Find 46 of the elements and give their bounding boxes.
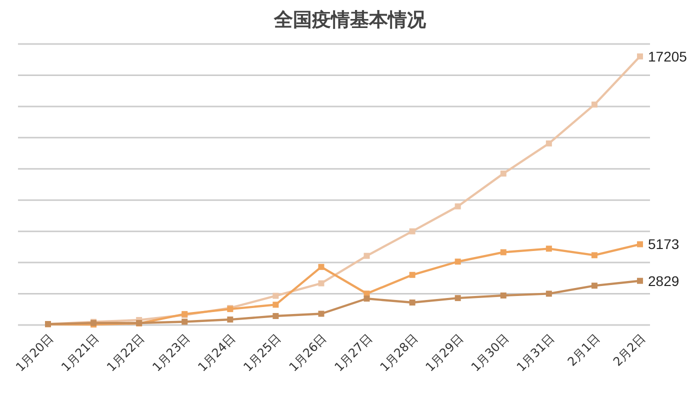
x-tick-label: 1月31日	[514, 331, 558, 374]
point	[409, 300, 416, 306]
x-tick-label: 1月29日	[422, 331, 466, 374]
point	[637, 53, 643, 60]
point	[546, 290, 552, 297]
data-label: 2829	[648, 272, 680, 289]
x-tick-label: 1月30日	[468, 331, 512, 374]
point	[272, 292, 279, 299]
point	[318, 280, 324, 286]
point	[409, 272, 416, 278]
point	[272, 302, 279, 308]
point	[546, 246, 552, 252]
point	[591, 102, 598, 108]
point	[637, 278, 643, 284]
data-label: 17205	[648, 48, 688, 64]
point	[182, 318, 188, 325]
point	[454, 203, 461, 210]
point	[591, 282, 598, 289]
point	[318, 310, 324, 317]
x-tick-label: 1月23日	[150, 331, 193, 374]
point	[272, 313, 279, 320]
point	[637, 241, 643, 248]
point	[500, 170, 506, 177]
point	[500, 249, 506, 256]
chart-title: 全国疫情基本情况	[273, 9, 427, 31]
point	[454, 258, 461, 265]
x-tick-label: 1月27日	[332, 331, 375, 374]
x-tick-label: 1月25日	[240, 331, 284, 374]
point	[318, 264, 324, 270]
point	[364, 252, 370, 259]
x-tick-label: 2月1日	[564, 331, 603, 369]
x-tick-label: 1月20日	[13, 331, 56, 374]
point	[409, 228, 416, 234]
x-tick-label: 1月22日	[104, 331, 148, 374]
x-tick-label: 1月28日	[377, 331, 420, 374]
point	[227, 316, 234, 323]
point	[364, 296, 370, 302]
point	[500, 292, 506, 298]
x-tick-label: 1月26日	[286, 331, 330, 374]
point	[591, 252, 598, 258]
data-label: 5173	[648, 236, 680, 252]
point	[546, 140, 552, 146]
x-tick-label: 2月2日	[610, 331, 648, 369]
point	[454, 295, 461, 302]
x-tick-label: 1月24日	[195, 331, 238, 374]
x-tick-label: 1月21日	[58, 331, 102, 374]
